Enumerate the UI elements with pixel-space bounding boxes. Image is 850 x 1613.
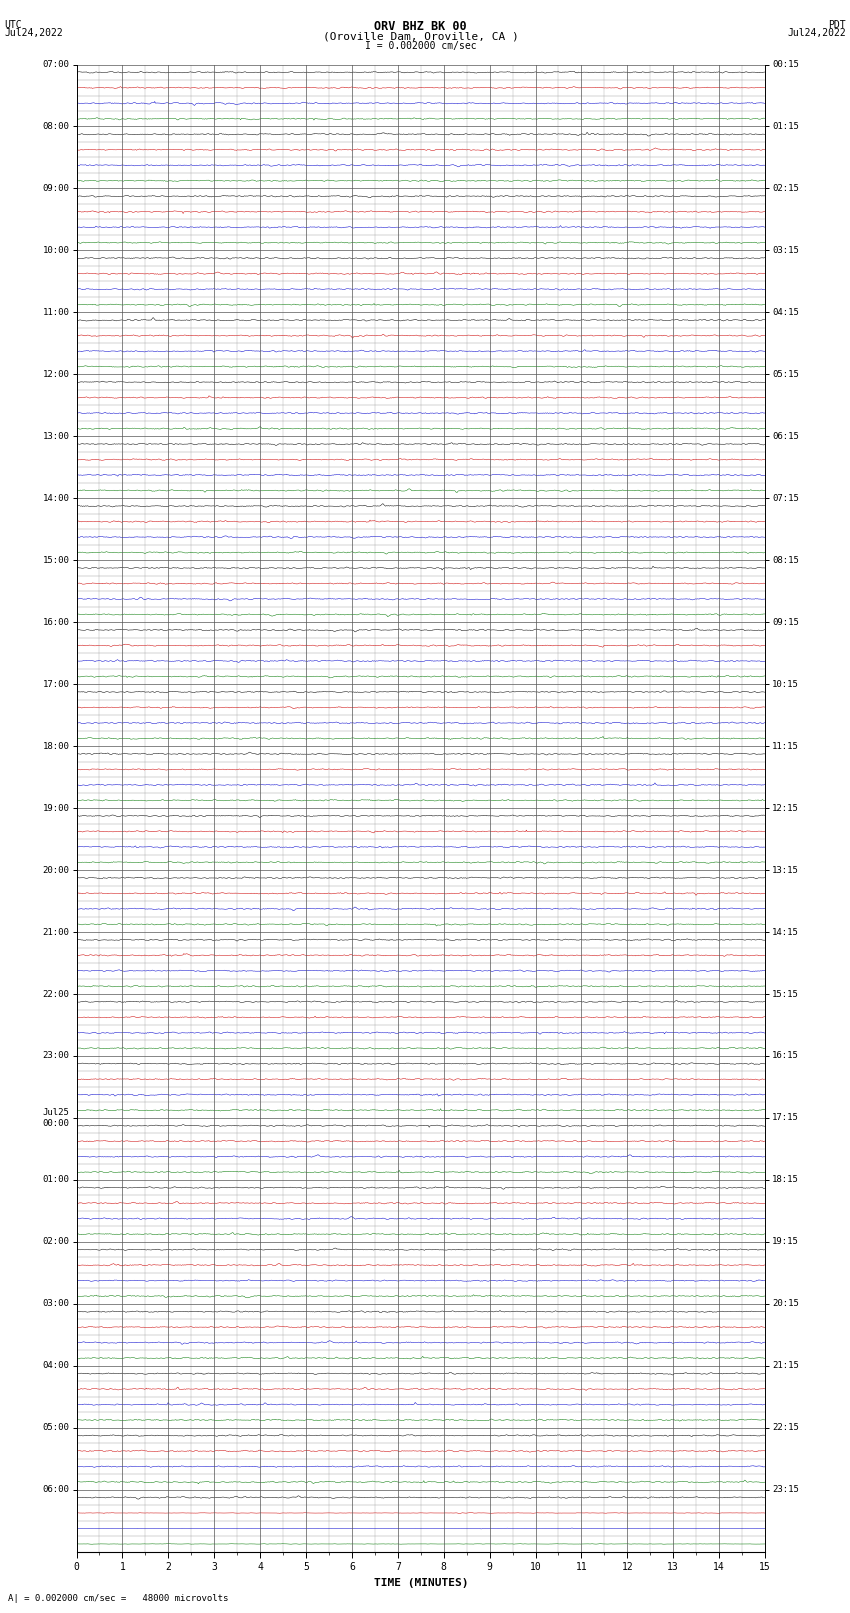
- Text: A| = 0.002000 cm/sec =   48000 microvolts: A| = 0.002000 cm/sec = 48000 microvolts: [8, 1594, 229, 1603]
- Text: (Oroville Dam, Oroville, CA ): (Oroville Dam, Oroville, CA ): [323, 31, 518, 42]
- Text: UTC: UTC: [4, 19, 22, 31]
- X-axis label: TIME (MINUTES): TIME (MINUTES): [373, 1578, 468, 1587]
- Text: ORV BHZ BK 00: ORV BHZ BK 00: [375, 19, 467, 34]
- Text: PDT: PDT: [828, 19, 846, 31]
- Text: Jul24,2022: Jul24,2022: [787, 29, 846, 39]
- Text: I = 0.002000 cm/sec: I = 0.002000 cm/sec: [365, 40, 477, 52]
- Text: Jul24,2022: Jul24,2022: [4, 29, 63, 39]
